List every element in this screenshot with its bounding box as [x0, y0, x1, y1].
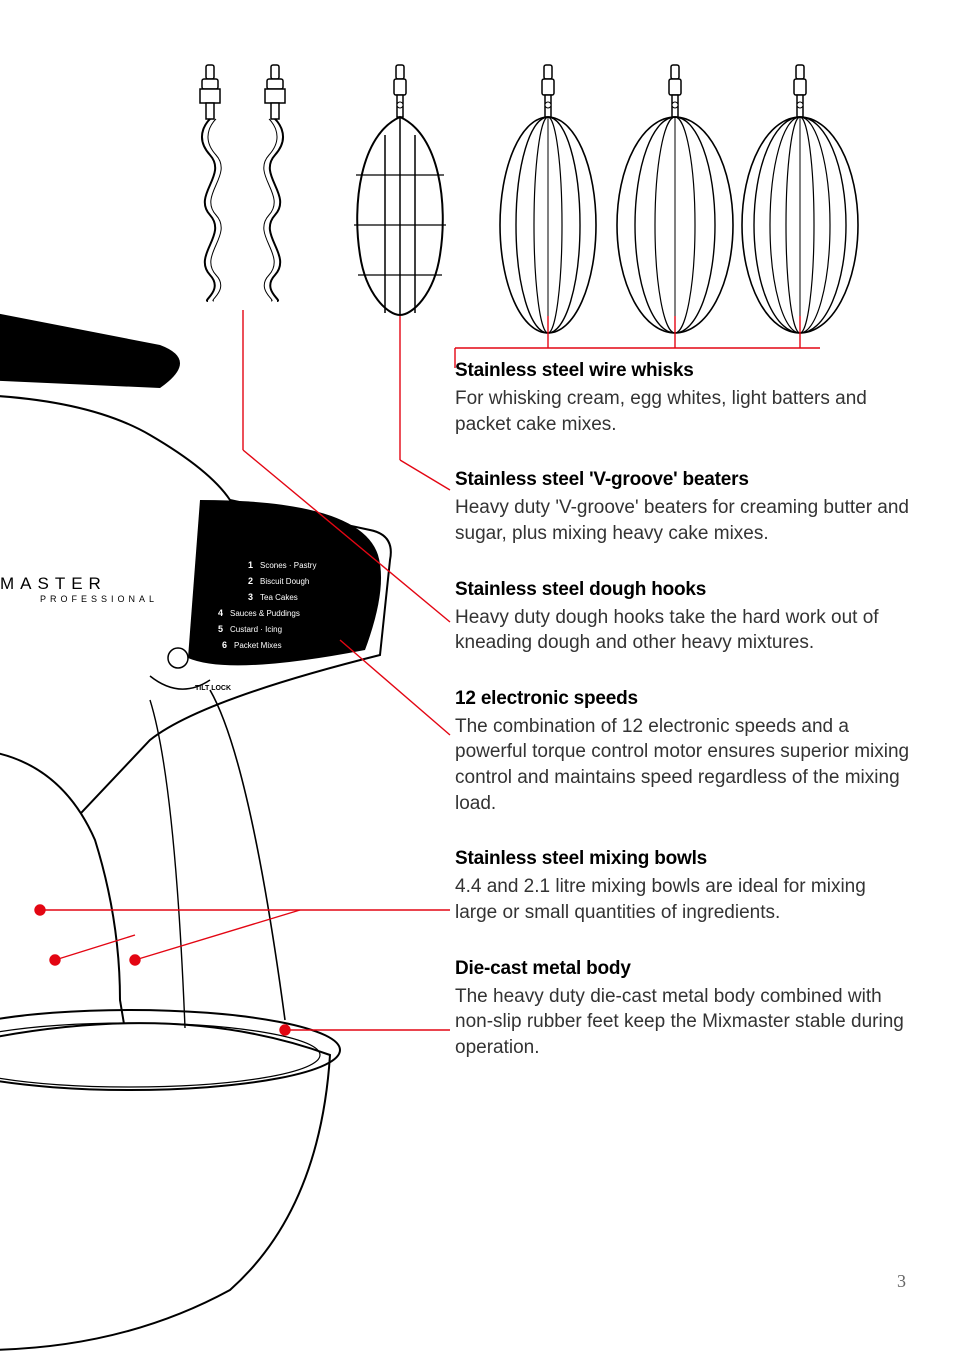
whisk-1	[500, 65, 596, 333]
svg-text:1: 1	[248, 560, 253, 570]
whisk-2	[617, 65, 733, 333]
feature-whisks: Stainless steel wire whisks For whisking…	[455, 360, 910, 437]
svg-text:Biscuit Dough: Biscuit Dough	[260, 577, 309, 586]
svg-text:Custard · Icing: Custard · Icing	[230, 625, 282, 634]
mixer-body	[0, 310, 391, 1350]
svg-text:Tea Cakes: Tea Cakes	[260, 593, 298, 602]
svg-text:3: 3	[248, 592, 253, 602]
brand-professional: PROFESSIONAL	[40, 594, 158, 604]
feature-body: The combination of 12 electronic speeds …	[455, 714, 910, 817]
svg-text:Scones · Pastry: Scones · Pastry	[260, 561, 316, 570]
feature-bowls: Stainless steel mixing bowls 4.4 and 2.1…	[455, 848, 910, 925]
feature-body: For whisking cream, egg whites, light ba…	[455, 386, 910, 437]
whisk-3	[742, 65, 858, 333]
feature-title: Stainless steel dough hooks	[455, 579, 910, 601]
svg-text:5: 5	[218, 624, 223, 634]
feature-title: 12 electronic speeds	[455, 688, 910, 710]
svg-text:Packet Mixes: Packet Mixes	[234, 641, 282, 650]
svg-text:4: 4	[218, 608, 223, 618]
feature-speeds: 12 electronic speeds The combination of …	[455, 688, 910, 817]
tilt-lock-label: TILT LOCK	[195, 685, 231, 692]
feature-dough-hooks: Stainless steel dough hooks Heavy duty d…	[455, 579, 910, 656]
feature-body: Heavy duty 'V-groove' beaters for creami…	[455, 495, 910, 546]
svg-text:6: 6	[222, 640, 227, 650]
svg-text:Sauces & Puddings: Sauces & Puddings	[230, 609, 300, 618]
dough-hook-1	[200, 65, 221, 301]
feature-title: Die-cast metal body	[455, 958, 910, 980]
page-number: 3	[897, 1271, 906, 1292]
page: 1 Scones · Pastry 2 Biscuit Dough 3 Tea …	[0, 0, 954, 1352]
brand-master: MASTER	[0, 574, 158, 594]
feature-body: The heavy duty die-cast metal body combi…	[455, 984, 910, 1061]
feature-list: Stainless steel wire whisks For whisking…	[455, 360, 910, 1093]
svg-text:2: 2	[248, 576, 253, 586]
feature-title: Stainless steel mixing bowls	[455, 848, 910, 870]
feature-beaters: Stainless steel 'V-groove' beaters Heavy…	[455, 469, 910, 546]
dough-hook-2	[264, 65, 285, 301]
feature-body: 4.4 and 2.1 litre mixing bowls are ideal…	[455, 874, 910, 925]
flat-beater	[354, 65, 446, 315]
brand-label: MASTER PROFESSIONAL	[0, 574, 158, 604]
feature-title: Stainless steel 'V-groove' beaters	[455, 469, 910, 491]
feature-body: Heavy duty dough hooks take the hard wor…	[455, 605, 910, 656]
feature-title: Stainless steel wire whisks	[455, 360, 910, 382]
feature-body-diecast: Die-cast metal body The heavy duty die-c…	[455, 958, 910, 1061]
